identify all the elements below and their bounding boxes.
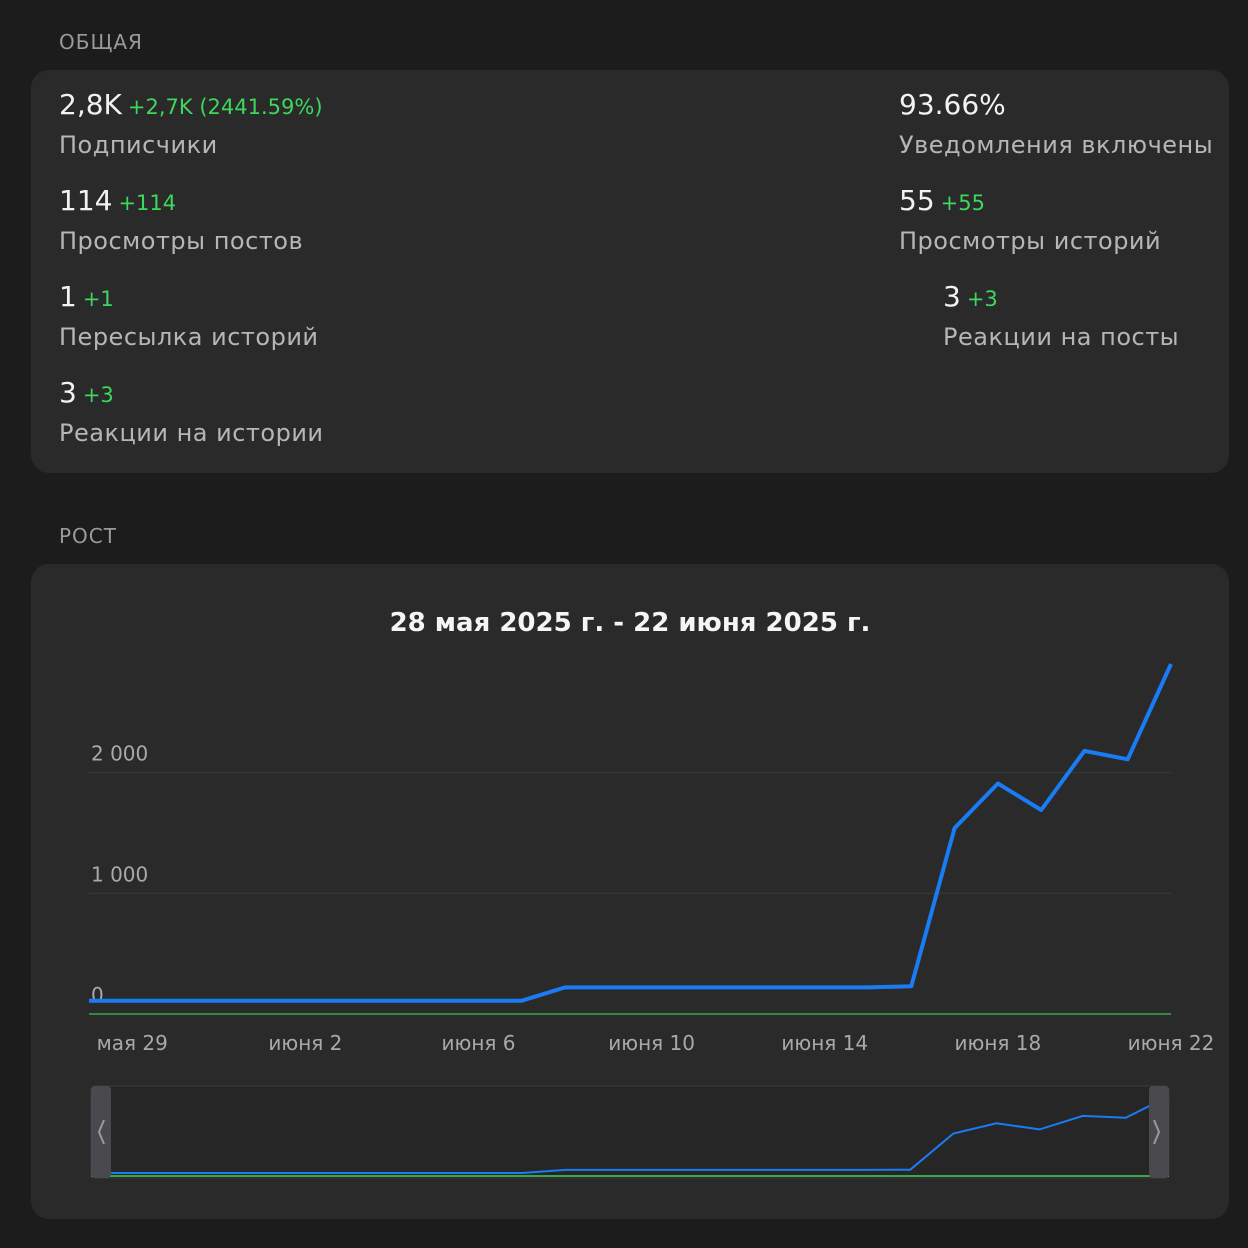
stat-value: 2,8K — [59, 88, 122, 121]
x-tick-label: июня 6 — [442, 1031, 516, 1055]
stat-label: Пересылка историй — [59, 323, 319, 351]
growth-section-title: РОСТ — [59, 524, 117, 548]
y-tick-label: 1 000 — [91, 862, 148, 886]
stat-value: 114 — [59, 184, 113, 217]
stat-label: Реакции на истории — [59, 419, 324, 447]
stat-delta: +114 — [118, 191, 177, 215]
x-tick-layer: мая 29 июня 2 июня 6 июня 10 июня 14 июня 18 и… — [97, 1031, 1215, 1055]
chart-title: 28 мая 2025 г. - 22 июня 2025 г. — [389, 608, 871, 638]
stat-label: Уведомления включены — [899, 131, 1214, 159]
x-tick-label: июня 2 — [268, 1031, 342, 1055]
stat-value: 1 — [59, 280, 77, 313]
grid-layer — [89, 772, 1171, 1015]
x-tick-label: июня 22 — [1128, 1031, 1215, 1055]
stat-value: 93.66% — [899, 88, 1006, 121]
range-navigator[interactable] — [90, 1085, 1170, 1179]
stat-story-views: 55 +55 Просмотры историй — [899, 184, 1161, 255]
stat-value: 55 — [899, 184, 935, 217]
stat-story-reactions: 3 +3 Реакции на истории — [59, 376, 324, 447]
stat-label: Реакции на посты — [943, 323, 1180, 351]
chevron-right-icon — [1153, 1119, 1161, 1145]
stat-delta: +2,7K (2441.59%) — [127, 95, 323, 119]
stat-label: Подписчики — [59, 131, 218, 159]
stat-label: Просмотры постов — [59, 227, 304, 255]
y-tick-layer: 0 1 000 2 000 — [91, 742, 148, 1007]
navigator-left-handle[interactable] — [91, 1086, 111, 1178]
navigator-series-line — [91, 1095, 1170, 1174]
stat-delta: +55 — [940, 191, 985, 215]
growth-line-chart[interactable]: 0 1 000 2 000 мая 29 июня 2 июня 6 июня 10 июн… — [31, 564, 1229, 1219]
stat-label: Просмотры историй — [899, 227, 1162, 255]
stat-value: 3 — [943, 280, 961, 313]
overview-card: 2,8K +2,7K (2441.59%) Подписчики 93.66% У… — [31, 70, 1229, 473]
overview-section-title: ОБЩАЯ — [59, 30, 143, 54]
stat-post-reactions: 3 +3 Реакции на посты — [943, 280, 1179, 351]
x-tick-label: июня 14 — [781, 1031, 868, 1055]
stat-delta: +1 — [82, 287, 114, 311]
y-tick-label: 2 000 — [91, 742, 148, 766]
stat-story-shares: 1 +1 Пересылка историй — [59, 280, 319, 351]
y-tick-label: 0 — [91, 983, 104, 1007]
stat-subscribers: 2,8K +2,7K (2441.59%) Подписчики — [59, 88, 323, 159]
chevron-left-icon — [97, 1119, 105, 1145]
series-line — [89, 663, 1173, 1003]
stat-notifications: 93.66% Уведомления включены — [899, 88, 1213, 159]
series-layer — [89, 663, 1173, 1015]
stat-delta: +3 — [966, 287, 998, 311]
x-tick-label: июня 10 — [608, 1031, 695, 1055]
navigator-track[interactable] — [90, 1085, 1170, 1179]
x-tick-label: мая 29 — [97, 1031, 168, 1055]
stat-value: 3 — [59, 376, 77, 409]
x-tick-label: июня 18 — [955, 1031, 1042, 1055]
stat-post-views: 114 +114 Просмотры постов — [59, 184, 303, 255]
stat-delta: +3 — [82, 383, 114, 407]
growth-chart-card: 28 мая 2025 г. - 22 июня 2025 г. 0 1 000 2… — [31, 564, 1229, 1219]
